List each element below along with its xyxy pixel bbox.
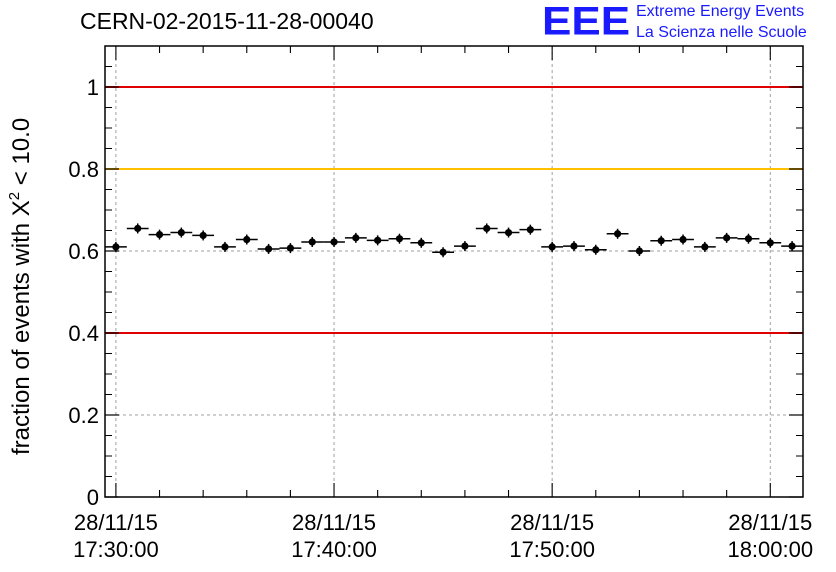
data-point xyxy=(461,242,469,250)
y-tick-label: 0.6 xyxy=(68,239,99,264)
data-point xyxy=(570,242,578,250)
data-points xyxy=(105,223,803,258)
data-point xyxy=(766,239,774,247)
data-point xyxy=(352,234,360,242)
data-point xyxy=(439,248,447,256)
data-point xyxy=(635,247,644,255)
x-tick-time: 18:00:00 xyxy=(727,537,813,562)
data-point xyxy=(286,244,295,252)
data-point xyxy=(395,235,404,243)
x-tick-date: 28/11/15 xyxy=(510,510,594,535)
data-point xyxy=(134,224,142,233)
x-tick-time: 17:40:00 xyxy=(291,537,377,562)
data-point xyxy=(112,243,120,251)
data-point xyxy=(788,242,796,250)
data-point xyxy=(155,231,164,239)
data-point xyxy=(177,228,185,237)
y-tick-label: 0 xyxy=(87,485,99,510)
data-point xyxy=(657,237,665,245)
logo-line-2: La Scienza nelle Scuole xyxy=(636,24,807,41)
plot-frame xyxy=(104,45,804,498)
chart-title: CERN-02-2015-11-28-00040 xyxy=(80,8,374,34)
logo-line-1: Extreme Energy Events xyxy=(636,3,805,20)
data-point xyxy=(526,226,534,234)
data-point xyxy=(701,243,709,251)
reference-lines xyxy=(105,86,803,334)
data-point xyxy=(374,236,382,244)
data-point xyxy=(199,231,207,240)
x-tick-time: 17:50:00 xyxy=(509,537,595,562)
grid-lines xyxy=(105,46,803,497)
x-tick-date: 28/11/15 xyxy=(292,510,376,535)
data-point xyxy=(264,245,273,253)
data-point xyxy=(548,243,556,251)
data-point xyxy=(243,235,251,244)
y-tick-label: 0.8 xyxy=(68,157,99,182)
data-point xyxy=(417,239,425,247)
data-point xyxy=(308,238,316,246)
data-point xyxy=(679,235,687,244)
data-point xyxy=(592,246,600,254)
x-tick-date: 28/11/15 xyxy=(74,510,158,535)
y-tick-label: 1 xyxy=(87,75,99,100)
x-tick-time: 17:30:00 xyxy=(73,537,159,562)
data-point xyxy=(221,243,229,251)
data-point xyxy=(504,228,513,237)
data-point xyxy=(723,234,731,242)
y-axis: 0 0.2 0.4 0.6 0.8 1 xyxy=(68,45,803,510)
data-point xyxy=(613,230,622,238)
data-point xyxy=(744,235,753,243)
y-tick-label: 0.2 xyxy=(68,403,99,428)
y-tick-label: 0.4 xyxy=(68,321,99,346)
data-point xyxy=(330,238,338,246)
eee-logo: EEE xyxy=(542,0,631,44)
x-tick-date: 28/11/15 xyxy=(728,510,812,535)
data-point xyxy=(483,224,491,233)
x-axis: 28/11/1517:30:0028/11/1517:40:0028/11/15… xyxy=(73,46,813,562)
